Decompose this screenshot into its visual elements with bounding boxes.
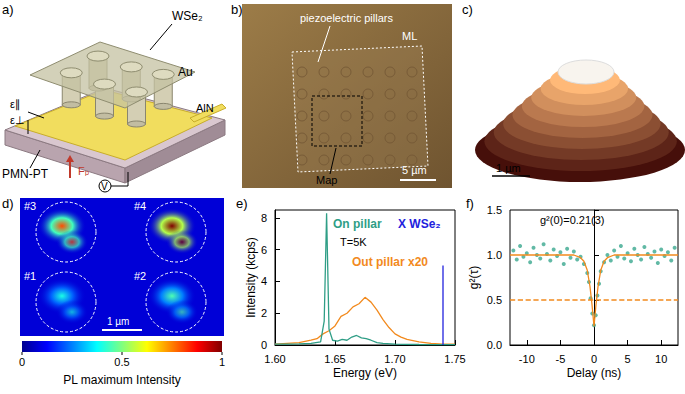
svg-text:1.70: 1.70 xyxy=(384,353,405,365)
svg-text:1.5: 1.5 xyxy=(487,204,502,216)
svg-text:5: 5 xyxy=(625,353,631,365)
svg-text:d): d) xyxy=(2,196,14,211)
svg-text:0.5: 0.5 xyxy=(487,294,502,306)
svg-text:-5: -5 xyxy=(556,353,566,365)
svg-text:0.0: 0.0 xyxy=(487,339,502,351)
svg-text:e): e) xyxy=(236,196,248,211)
svg-text:Fₚ: Fₚ xyxy=(78,165,90,177)
svg-text:g²(0)=0.21(3): g²(0)=0.21(3) xyxy=(540,214,605,226)
svg-text:2: 2 xyxy=(261,307,267,319)
svg-text:-10: -10 xyxy=(519,353,535,365)
svg-text:b): b) xyxy=(231,2,243,17)
svg-text:1.75: 1.75 xyxy=(444,353,465,365)
svg-text:1: 1 xyxy=(219,356,225,368)
svg-text:Au: Au xyxy=(178,65,193,79)
svg-text:Delay (ns): Delay (ns) xyxy=(567,366,622,380)
svg-text:Energy (eV): Energy (eV) xyxy=(333,366,397,380)
svg-text:On pillar: On pillar xyxy=(333,217,382,231)
svg-text:f): f) xyxy=(466,196,474,211)
svg-text:0: 0 xyxy=(19,356,25,368)
svg-text:6: 6 xyxy=(261,244,267,256)
svg-text:10: 10 xyxy=(655,353,667,365)
svg-text:T=5K: T=5K xyxy=(340,236,367,248)
svg-text:g²(τ): g²(τ) xyxy=(467,266,481,289)
svg-text:1.65: 1.65 xyxy=(324,353,345,365)
svg-text:a): a) xyxy=(2,2,14,17)
svg-text:1.0: 1.0 xyxy=(487,249,502,261)
svg-text:ε∥: ε∥ xyxy=(10,98,20,111)
svg-text:4: 4 xyxy=(261,275,267,287)
svg-text:PMN-PT: PMN-PT xyxy=(2,167,49,181)
svg-text:1 µm: 1 µm xyxy=(107,316,129,327)
svg-text:Intensity (kcps): Intensity (kcps) xyxy=(244,237,258,318)
svg-text:0: 0 xyxy=(261,339,267,351)
svg-text:#2: #2 xyxy=(134,270,146,282)
svg-text:PL maximum Intensity: PL maximum Intensity xyxy=(63,373,181,387)
svg-text:piezoelectric pillars: piezoelectric pillars xyxy=(300,12,393,24)
svg-text:#4: #4 xyxy=(134,200,146,212)
svg-text:Out pillar x20: Out pillar x20 xyxy=(352,255,428,269)
svg-text:ML: ML xyxy=(402,30,417,42)
svg-text:8: 8 xyxy=(261,212,267,224)
svg-text:c): c) xyxy=(462,2,473,17)
svg-text:WSe₂: WSe₂ xyxy=(172,9,203,23)
svg-text:X WSe₂: X WSe₂ xyxy=(398,217,441,231)
svg-text:#3: #3 xyxy=(24,200,36,212)
svg-text:1 µm: 1 µm xyxy=(496,162,521,174)
svg-text:1.60: 1.60 xyxy=(264,353,285,365)
svg-text:ε⊥: ε⊥ xyxy=(10,114,25,126)
svg-text:0.5: 0.5 xyxy=(114,356,129,368)
svg-text:AlN: AlN xyxy=(196,102,214,114)
svg-text:5 µm: 5 µm xyxy=(402,164,427,176)
svg-text:0: 0 xyxy=(591,353,597,365)
svg-text:Map: Map xyxy=(316,174,337,186)
svg-text:V: V xyxy=(101,181,108,192)
svg-text:#1: #1 xyxy=(24,270,36,282)
